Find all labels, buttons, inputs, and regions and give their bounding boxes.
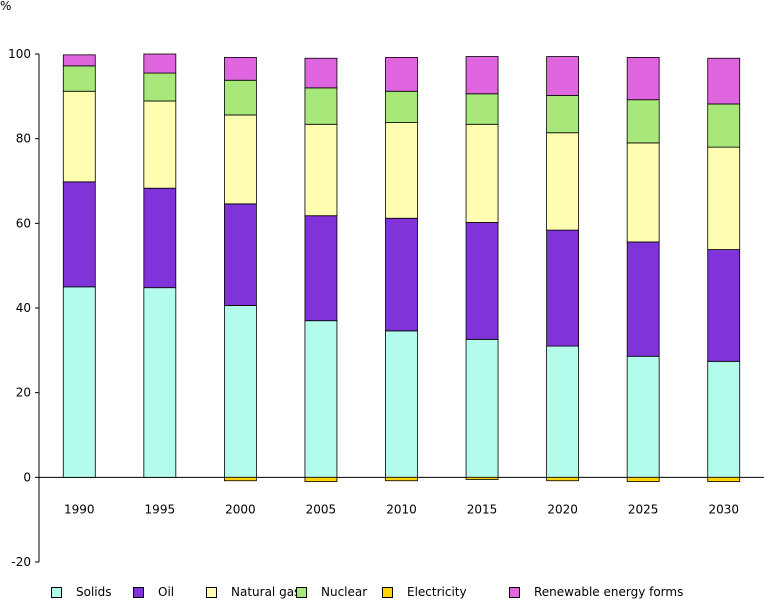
bar-segment-solids-2020 (546, 345, 580, 478)
bar-segment-oil-2020 (546, 229, 580, 347)
legend-label: Oil (158, 585, 175, 599)
bar-segment-electricity-2005 (304, 476, 338, 482)
legend-item-nuclear: Nuclear (296, 584, 367, 600)
legend-label: Renewable energy forms (534, 585, 684, 599)
bar-segment-natural-gas-2000 (223, 114, 257, 205)
bar-segment-electricity-2000 (223, 476, 257, 482)
x-tick-label-1990: 1990 (64, 502, 95, 516)
bar-segment-nuclear-1990 (62, 65, 96, 92)
bar-segment-solids-1990 (62, 286, 96, 478)
legend-swatch (51, 586, 62, 598)
bar-segment-electricity-2020 (546, 476, 580, 482)
bar-segment-electricity-2025 (626, 476, 660, 482)
bar-segment-natural-gas-2010 (385, 122, 418, 219)
legend-label: Solids (76, 585, 112, 599)
bar-segment-solids-2030 (707, 360, 741, 478)
legend-swatch (206, 586, 217, 598)
legend-item-electricity: Electricity (382, 584, 467, 600)
bar-segment-nuclear-2025 (626, 99, 660, 144)
bar-segment-oil-1995 (143, 187, 177, 289)
bar-segment-renewable-energy-forms-1995 (143, 53, 177, 74)
bar-segment-natural-gas-2020 (546, 132, 580, 231)
x-tick-label-2000: 2000 (225, 502, 256, 516)
y-tick-label: 100 (8, 47, 31, 61)
legend-item-solids: Solids (51, 584, 112, 600)
legend-label: Electricity (407, 585, 467, 599)
x-tick-label-2025: 2025 (628, 502, 659, 516)
bar-segment-renewable-energy-forms-2000 (223, 56, 257, 81)
legend-label: Natural gas (231, 585, 301, 599)
bar-segment-nuclear-2000 (223, 79, 257, 116)
legend-swatch (382, 586, 393, 598)
bar-segment-oil-2015 (465, 222, 499, 340)
bar-segment-nuclear-2020 (546, 95, 580, 134)
bar-segment-renewable-energy-forms-2020 (546, 56, 580, 96)
bar-segment-oil-2030 (707, 249, 741, 362)
y-tick-label: 60 (16, 216, 31, 230)
legend-item-oil: Oil (133, 584, 174, 600)
x-tick-label-1995: 1995 (145, 502, 176, 516)
x-tick-label-2010: 2010 (386, 502, 417, 516)
y-tick-label: 0 (23, 470, 31, 484)
bar-segment-natural-gas-2025 (626, 142, 660, 243)
bar-segment-renewable-energy-forms-2005 (304, 57, 338, 89)
bar-segment-natural-gas-2005 (304, 123, 338, 217)
x-tick-label-2020: 2020 (547, 502, 578, 516)
bar-segment-nuclear-2010 (385, 90, 418, 123)
bars (62, 53, 741, 482)
bar-segment-oil-2000 (223, 203, 257, 306)
bar-segment-oil-2025 (626, 241, 660, 357)
legend-swatch (509, 586, 520, 598)
y-tick-label: -20 (11, 555, 31, 569)
bar-segment-natural-gas-1995 (143, 100, 177, 189)
bar-segment-natural-gas-1990 (62, 90, 96, 183)
bar-segment-solids-2000 (223, 305, 257, 478)
bar-segment-nuclear-2030 (707, 103, 741, 148)
bar-segment-nuclear-2005 (304, 87, 338, 125)
bar-segment-solids-2015 (465, 338, 499, 478)
bar-segment-electricity-2030 (707, 476, 741, 482)
bar-segment-renewable-energy-forms-2025 (626, 56, 660, 101)
legend-item-natural-gas: Natural gas (206, 584, 300, 600)
y-unit-label: % (0, 0, 11, 13)
x-tick-label-2030: 2030 (708, 502, 739, 516)
bar-segment-solids-2005 (304, 320, 338, 478)
bar-segment-electricity-2015 (465, 476, 499, 480)
x-tick-labels: 1990 1995 2000 2005 2010 2015 2020 2025 2030 (64, 502, 739, 516)
bar-segment-oil-2010 (385, 217, 418, 332)
bar-segment-natural-gas-2030 (707, 146, 741, 250)
y-tick-label: 40 (16, 301, 31, 315)
x-tick-label-2015: 2015 (467, 502, 498, 516)
y-tick-label: 80 (16, 132, 31, 146)
legend-swatch (133, 586, 144, 598)
bar-segment-natural-gas-2015 (465, 123, 499, 223)
legend-item-renewable-energy-forms: Renewable energy forms (509, 584, 683, 600)
bar-segment-renewable-energy-forms-2010 (385, 56, 418, 92)
bar-segment-renewable-energy-forms-1990 (62, 54, 96, 67)
x-tick-label-2005: 2005 (306, 502, 337, 516)
bar-segment-solids-2010 (385, 330, 418, 478)
y-tick-label: 20 (16, 386, 31, 400)
bar-segment-oil-1990 (62, 181, 96, 288)
legend-swatch (296, 586, 307, 598)
bar-segment-solids-2025 (626, 355, 660, 478)
bar-segment-electricity-2010 (385, 476, 418, 482)
bar-segment-renewable-energy-forms-2030 (707, 57, 741, 105)
bar-segment-renewable-energy-forms-2015 (465, 56, 499, 95)
bar-segment-solids-1995 (143, 287, 177, 478)
legend-label: Nuclear (321, 585, 368, 599)
bar-segment-oil-2005 (304, 215, 338, 322)
legend: Solids Oil Natural gas Nuclear Electricity Re… (34, 584, 754, 600)
bar-segment-nuclear-2015 (465, 93, 499, 125)
bar-segment-nuclear-1995 (143, 72, 177, 102)
